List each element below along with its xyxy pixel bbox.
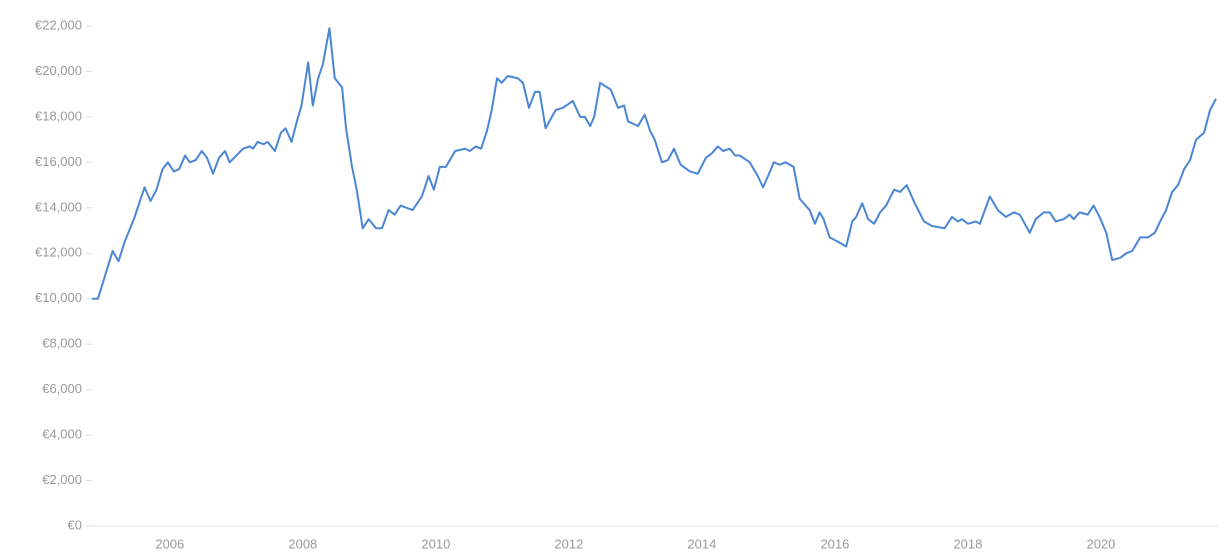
- x-tick-label: 2018: [953, 536, 982, 551]
- x-tick-label: 2014: [687, 536, 716, 551]
- y-tick-label: €12,000: [35, 245, 82, 260]
- y-tick-label: €10,000: [35, 290, 82, 305]
- x-tick-label: 2012: [554, 536, 583, 551]
- y-tick-label: €0: [68, 517, 82, 532]
- y-tick-label: €2,000: [42, 472, 82, 487]
- y-tick-label: €6,000: [42, 381, 82, 396]
- x-tick-label: 2020: [1086, 536, 1115, 551]
- y-tick-label: €18,000: [35, 108, 82, 123]
- y-tick-label: €22,000: [35, 17, 82, 32]
- x-tick-label: 2006: [155, 536, 184, 551]
- y-tick-label: €20,000: [35, 63, 82, 78]
- y-tick-label: €14,000: [35, 199, 82, 214]
- x-tick-label: 2016: [820, 536, 849, 551]
- y-tick-label: €16,000: [35, 154, 82, 169]
- x-tick-label: 2008: [288, 536, 317, 551]
- line: [92, 27, 1217, 300]
- x-tick-label: 2010: [421, 536, 450, 551]
- y-tick-label: €8,000: [42, 336, 82, 351]
- y-tick-label: €4,000: [42, 427, 82, 442]
